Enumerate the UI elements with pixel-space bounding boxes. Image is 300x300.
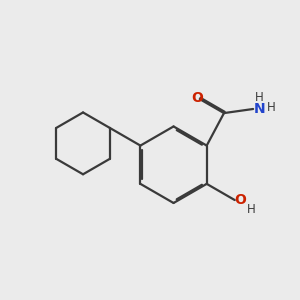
Text: H: H bbox=[267, 101, 276, 114]
Text: O: O bbox=[234, 193, 246, 207]
Text: O: O bbox=[191, 91, 203, 105]
Text: H: H bbox=[255, 91, 264, 104]
Text: H: H bbox=[247, 203, 255, 216]
Text: N: N bbox=[254, 102, 266, 116]
